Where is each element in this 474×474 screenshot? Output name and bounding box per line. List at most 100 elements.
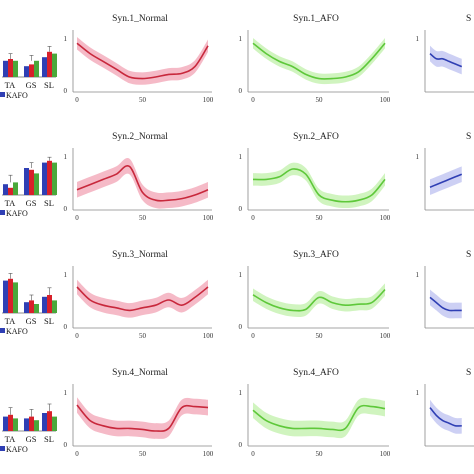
panel-title: Syn.4_Normal (112, 368, 168, 378)
x-tick-label: 100 (380, 214, 391, 222)
bar (29, 416, 34, 431)
y-tick-label: 1 (416, 389, 420, 397)
category-label: GS (26, 316, 37, 326)
bar (34, 304, 39, 313)
bar (24, 418, 29, 431)
panel-title: Syn.2_Normal (112, 132, 168, 142)
y-tick-label: 1 (416, 35, 420, 43)
x-tick-label: 0 (251, 214, 255, 222)
mean-line (76, 164, 209, 202)
x-tick-label: 50 (139, 332, 147, 340)
x-tick-label: 50 (139, 214, 147, 222)
bar (29, 64, 34, 77)
x-tick-label: 100 (203, 450, 214, 458)
mean-line (76, 286, 209, 312)
bar (3, 416, 8, 431)
y-tick-label: 1 (239, 389, 243, 397)
mean-line (252, 404, 386, 432)
line-panel: S1 (416, 368, 474, 447)
line-panel: S1 (416, 132, 474, 211)
x-tick-label: 0 (251, 450, 255, 458)
sd-band (253, 283, 385, 318)
panel-title: S (466, 368, 471, 378)
panel-title: Syn.3_AFO (293, 250, 339, 260)
x-tick-label: 100 (380, 450, 391, 458)
y-tick-label: 1 (416, 153, 420, 161)
bar (29, 169, 34, 195)
legend-swatch (0, 92, 5, 97)
sd-band (77, 157, 208, 209)
bar (52, 162, 57, 195)
line-panel: S1 (416, 250, 474, 329)
bar (8, 187, 13, 195)
category-label: TA (5, 80, 17, 90)
x-tick-label: 100 (380, 96, 391, 104)
sd-band (430, 289, 462, 319)
x-tick-label: 100 (203, 96, 214, 104)
category-label: SL (44, 434, 54, 444)
legend-label: KAFO (6, 209, 28, 218)
bar-panel: TA GS SL KAFO (0, 273, 57, 336)
y-tick-label: 0 (239, 205, 243, 213)
mean-line (76, 404, 209, 432)
y-tick-label: 1 (239, 35, 243, 43)
sd-band (77, 279, 208, 318)
bar (42, 413, 47, 431)
sd-band (77, 397, 208, 439)
y-tick-label: 0 (239, 323, 243, 331)
bar (13, 60, 18, 77)
category-label: SL (44, 198, 54, 208)
category-label: SL (44, 316, 54, 326)
y-tick-label: 0 (239, 441, 243, 449)
x-tick-label: 0 (75, 214, 79, 222)
line-panel: Syn.1_AFO 0 1 0 50 100 (239, 14, 391, 104)
mean-line (429, 52, 463, 68)
bar (24, 168, 29, 195)
category-label: TA (5, 316, 17, 326)
mean-line (252, 42, 386, 80)
bar (47, 295, 52, 313)
panel-title: Syn.3_Normal (112, 250, 168, 260)
legend-swatch (0, 446, 5, 451)
bar (8, 59, 13, 77)
sd-band (253, 162, 385, 208)
bar (34, 420, 39, 431)
bar (47, 51, 52, 77)
mean-line (252, 168, 386, 203)
bar (47, 160, 52, 195)
bar-panel: TA GS SL KAFO (0, 46, 57, 100)
line-panel: Syn.3_AFO 0 1 0 50 100 (239, 250, 391, 340)
bar (24, 66, 29, 77)
bar-panel: TA GS SL KAFO (0, 156, 57, 218)
line-panel: Syn.2_AFO 0 1 0 50 100 (239, 132, 391, 222)
x-tick-label: 100 (380, 332, 391, 340)
panel-title: S (466, 132, 471, 142)
bar (34, 60, 39, 77)
y-tick-label: 1 (64, 271, 68, 279)
y-tick-label: 1 (239, 153, 243, 161)
legend-label: KAFO (6, 327, 28, 336)
line-panel: Syn.3_Normal 0 1 0 50 100 (64, 250, 214, 340)
line-panel: Syn.2_Normal 0 1 0 50 100 (64, 132, 214, 222)
sd-band (253, 38, 385, 85)
y-tick-label: 0 (239, 87, 243, 95)
line-panel: Syn.4_Normal 0 1 0 50 100 (64, 368, 214, 458)
sd-band (430, 399, 462, 434)
bar (24, 302, 29, 313)
y-tick-label: 1 (64, 153, 68, 161)
panel-title: S (466, 250, 471, 260)
bar (34, 173, 39, 195)
x-tick-label: 50 (316, 214, 324, 222)
bar (13, 282, 18, 313)
panel-title: Syn.2_AFO (293, 132, 339, 142)
panel-title: Syn.1_AFO (293, 14, 339, 24)
legend-label: KAFO (6, 445, 28, 454)
x-tick-label: 100 (203, 214, 214, 222)
x-tick-label: 50 (139, 450, 147, 458)
bar (42, 162, 47, 195)
panel-title: S (466, 14, 471, 24)
y-tick-label: 1 (64, 35, 68, 43)
y-tick-label: 1 (64, 389, 68, 397)
x-tick-label: 50 (316, 450, 324, 458)
